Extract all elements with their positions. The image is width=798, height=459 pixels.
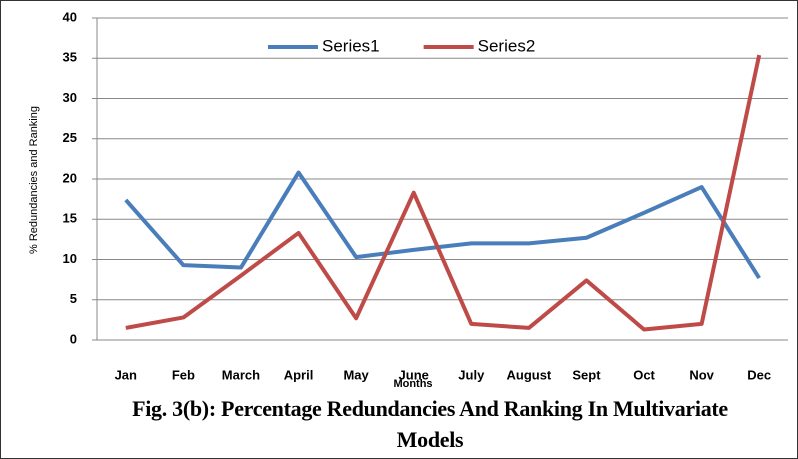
y-tick-label: 30 [63,90,77,105]
y-tick-label: 40 [63,9,77,24]
x-tick-label: Sept [572,367,601,382]
x-tick-label: Jan [115,367,137,382]
series-line [125,54,762,332]
y-tick-label: 15 [63,211,77,226]
x-tick-label: Feb [172,367,195,382]
y-tick-label: 0 [70,331,77,346]
y-tick-label: 10 [63,251,77,266]
figure-caption: Fig. 3(b): Percentage Redundancies And R… [132,396,728,452]
x-tick-label: June [399,367,429,382]
y-tick-label: 5 [70,291,77,306]
y-axis-label: % Redundancies and Ranking [28,106,40,254]
x-tick-label: July [458,367,485,382]
y-tick-label: 35 [63,50,77,65]
legend-label: Series2 [478,36,536,55]
x-tick-label: Oct [633,367,655,382]
x-tick-label: August [506,367,551,382]
legend-label: Series1 [322,36,380,55]
x-tick-label: Nov [689,367,714,382]
x-tick-label: March [222,367,260,382]
x-axis-label: Months [393,378,432,390]
series-line [124,170,761,280]
x-tick-label: Dec [747,367,771,382]
y-tick-label: 20 [63,170,77,185]
y-tick-label: 25 [63,130,77,145]
x-tick-label: April [284,367,314,382]
x-tick-label: May [343,367,369,382]
